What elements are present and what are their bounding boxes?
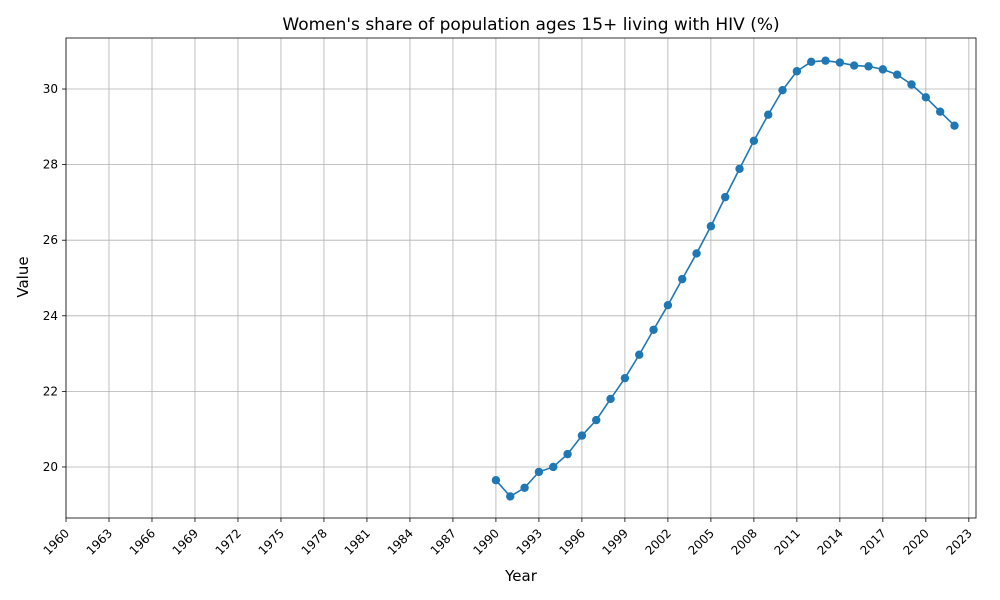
data-point: [549, 462, 558, 472]
data-point: [620, 373, 630, 383]
data-point: [878, 65, 888, 74]
data-point: [864, 62, 873, 71]
y-tick-label: 26: [43, 233, 58, 247]
data-point: [749, 136, 759, 146]
data-point: [735, 164, 744, 173]
x-tick-label: 1978: [299, 526, 330, 557]
plot-frame: [65, 37, 977, 519]
data-point: [907, 80, 916, 89]
x-tick-label: 1990: [471, 526, 502, 557]
data-point: [778, 85, 787, 95]
x-axis-label: Year: [504, 567, 538, 585]
data-point: [806, 57, 816, 67]
data-point: [764, 110, 773, 119]
data-point: [792, 67, 802, 76]
data-point: [649, 325, 658, 334]
x-tick-label: 1981: [342, 526, 373, 557]
y-tick-label: 28: [43, 158, 58, 172]
x-tick-label: 1960: [41, 526, 72, 557]
x-tick-label: 1963: [84, 526, 115, 557]
y-tick-label: 20: [43, 460, 58, 474]
x-tick-label: 1966: [127, 526, 158, 557]
data-point: [921, 93, 931, 102]
data-point: [520, 483, 529, 492]
x-tick-label: 1969: [170, 526, 201, 557]
x-tick-label: 1984: [385, 526, 416, 557]
x-tick-label: 1975: [256, 526, 287, 557]
data-point: [835, 58, 845, 67]
x-tick-label: 2014: [814, 526, 845, 557]
x-tick-label: 2020: [900, 526, 931, 557]
x-tick-label: 1987: [428, 526, 459, 557]
data-point: [721, 192, 730, 202]
data-point: [950, 121, 959, 130]
data-point: [692, 249, 701, 258]
y-axis-label: Value: [14, 256, 32, 297]
data-point: [606, 394, 615, 404]
x-tick-label: 1999: [600, 526, 631, 557]
grid: [65, 38, 976, 518]
x-tick-label: 2017: [857, 526, 888, 557]
series-line: [495, 59, 956, 498]
y-tick-label: 22: [43, 384, 58, 398]
data-point: [849, 61, 859, 70]
y-tick-label: 30: [43, 82, 58, 96]
data-point: [935, 107, 945, 116]
data-point: [706, 222, 716, 231]
data-point: [635, 350, 644, 359]
x-tick-label: 1993: [514, 526, 545, 557]
data-point: [491, 476, 501, 485]
series-layer: [491, 56, 959, 501]
chart-title: Women's share of population ages 15+ liv…: [282, 15, 779, 35]
data-point: [563, 449, 572, 459]
x-tick-label: 2005: [686, 526, 717, 557]
x-tick-label: 2008: [728, 526, 759, 557]
data-point: [678, 274, 687, 284]
x-tick-label: 1972: [213, 526, 244, 557]
data-point: [592, 415, 601, 425]
data-point: [892, 70, 902, 79]
data-point: [577, 431, 587, 440]
data-point: [534, 467, 544, 477]
data-point: [506, 492, 515, 501]
x-axis: 1960 1963 1966 1969 1972 1975 1978 1981 1984 1987…: [41, 518, 975, 558]
x-tick-label: 2023: [943, 526, 974, 557]
y-axis: 20 22 24 26 28 30: [43, 82, 66, 474]
x-tick-label: 2002: [643, 526, 674, 557]
data-point: [663, 301, 673, 310]
x-tick-label: 2011: [771, 526, 802, 557]
x-tick-label: 1996: [557, 526, 588, 557]
y-tick-label: 24: [43, 309, 58, 323]
data-point: [821, 56, 830, 65]
